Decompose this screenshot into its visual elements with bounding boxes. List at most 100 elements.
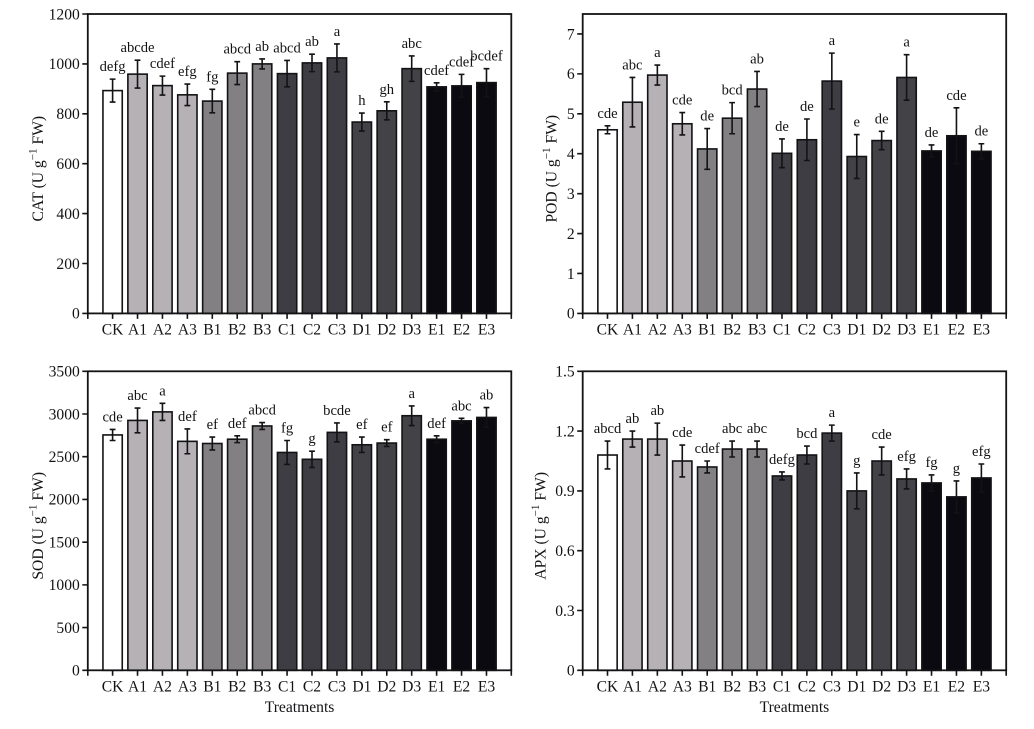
svg-text:h: h <box>358 93 366 109</box>
svg-text:0: 0 <box>567 306 575 323</box>
svg-text:D2: D2 <box>377 678 396 695</box>
svg-text:cdef: cdef <box>695 441 720 457</box>
svg-text:A1: A1 <box>128 678 147 695</box>
svg-text:Treatments: Treatments <box>760 699 830 716</box>
svg-text:C3: C3 <box>823 321 841 338</box>
svg-text:a: a <box>334 24 341 40</box>
svg-text:B2: B2 <box>723 321 741 338</box>
svg-text:B3: B3 <box>253 678 271 695</box>
svg-text:fg: fg <box>281 421 294 437</box>
svg-text:ab: ab <box>650 403 664 419</box>
svg-text:D3: D3 <box>897 678 916 695</box>
svg-text:de: de <box>700 109 714 125</box>
svg-text:abcd: abcd <box>594 421 622 437</box>
svg-text:APX (U g−1 FW): APX (U g−1 FW) <box>530 472 550 580</box>
svg-text:cde: cde <box>946 88 966 104</box>
svg-text:efg: efg <box>897 449 916 465</box>
svg-text:g: g <box>853 453 861 469</box>
svg-text:B1: B1 <box>203 321 221 338</box>
svg-text:cde: cde <box>672 425 692 441</box>
svg-text:A1: A1 <box>623 678 642 695</box>
svg-text:4: 4 <box>567 146 575 163</box>
svg-text:a: a <box>829 33 836 49</box>
svg-text:CK: CK <box>597 678 619 695</box>
svg-text:1000: 1000 <box>49 56 80 73</box>
svg-text:E3: E3 <box>973 321 991 338</box>
svg-text:de: de <box>775 119 789 135</box>
svg-text:g: g <box>308 431 316 447</box>
svg-text:E2: E2 <box>948 678 965 695</box>
svg-text:E1: E1 <box>428 678 445 695</box>
svg-text:D1: D1 <box>352 678 371 695</box>
svg-text:C2: C2 <box>303 678 321 695</box>
svg-text:abc: abc <box>747 421 768 437</box>
svg-text:1.5: 1.5 <box>555 364 575 381</box>
svg-text:C3: C3 <box>328 321 346 338</box>
svg-text:3: 3 <box>567 186 575 203</box>
svg-text:1200: 1200 <box>49 6 80 23</box>
svg-text:abc: abc <box>402 36 423 52</box>
svg-text:D3: D3 <box>897 321 916 338</box>
svg-text:a: a <box>408 386 415 402</box>
svg-text:E2: E2 <box>453 321 470 338</box>
svg-text:ab: ab <box>750 51 764 67</box>
svg-text:E3: E3 <box>973 678 991 695</box>
svg-text:ab: ab <box>480 388 494 404</box>
svg-text:C2: C2 <box>798 678 816 695</box>
svg-text:cdef: cdef <box>424 63 449 79</box>
svg-text:A1: A1 <box>623 321 642 338</box>
svg-text:ab: ab <box>626 411 640 427</box>
svg-text:0.6: 0.6 <box>555 543 575 560</box>
svg-text:abc: abc <box>127 388 148 404</box>
svg-text:Treatments: Treatments <box>265 699 335 716</box>
svg-text:E1: E1 <box>923 321 940 338</box>
svg-text:abc: abc <box>451 398 472 414</box>
svg-text:A3: A3 <box>673 678 692 695</box>
svg-text:5: 5 <box>567 106 575 123</box>
svg-text:abcde: abcde <box>121 40 155 56</box>
svg-text:7: 7 <box>567 26 575 43</box>
svg-text:E1: E1 <box>923 678 940 695</box>
svg-text:C3: C3 <box>823 678 841 695</box>
svg-text:E3: E3 <box>478 321 496 338</box>
svg-text:C1: C1 <box>278 678 296 695</box>
svg-text:ef: ef <box>381 420 392 436</box>
svg-text:gh: gh <box>379 82 394 98</box>
svg-text:6: 6 <box>567 66 575 83</box>
svg-text:cdef: cdef <box>449 54 474 70</box>
svg-text:D3: D3 <box>402 321 421 338</box>
svg-text:B3: B3 <box>748 678 766 695</box>
svg-text:defg: defg <box>100 59 127 75</box>
svg-text:2000: 2000 <box>49 492 80 509</box>
svg-text:de: de <box>800 99 814 115</box>
svg-text:E3: E3 <box>478 678 496 695</box>
svg-text:A3: A3 <box>178 321 197 338</box>
svg-text:cde: cde <box>597 106 617 122</box>
svg-text:3000: 3000 <box>49 406 80 423</box>
svg-text:bcde: bcde <box>323 403 351 419</box>
svg-text:B1: B1 <box>203 678 221 695</box>
svg-text:cde: cde <box>872 427 892 443</box>
svg-text:C1: C1 <box>773 678 791 695</box>
svg-text:efg: efg <box>178 64 197 80</box>
svg-text:D2: D2 <box>377 321 396 338</box>
svg-text:ab: ab <box>255 39 269 55</box>
svg-text:B3: B3 <box>748 321 766 338</box>
svg-text:2500: 2500 <box>49 449 80 466</box>
svg-text:ef: ef <box>207 417 218 433</box>
svg-text:1.2: 1.2 <box>555 423 575 440</box>
svg-text:efg: efg <box>972 444 991 460</box>
svg-text:1: 1 <box>567 266 575 283</box>
svg-text:D2: D2 <box>872 321 891 338</box>
svg-text:0: 0 <box>567 663 575 680</box>
svg-text:A1: A1 <box>128 321 147 338</box>
svg-text:abcd: abcd <box>248 403 276 419</box>
svg-text:C2: C2 <box>798 321 816 338</box>
svg-text:g: g <box>953 461 961 477</box>
svg-text:0.9: 0.9 <box>555 483 575 500</box>
svg-text:bcd: bcd <box>722 83 744 99</box>
svg-text:D1: D1 <box>847 321 866 338</box>
svg-text:800: 800 <box>56 106 80 123</box>
svg-text:D3: D3 <box>402 678 421 695</box>
svg-text:B1: B1 <box>698 678 716 695</box>
